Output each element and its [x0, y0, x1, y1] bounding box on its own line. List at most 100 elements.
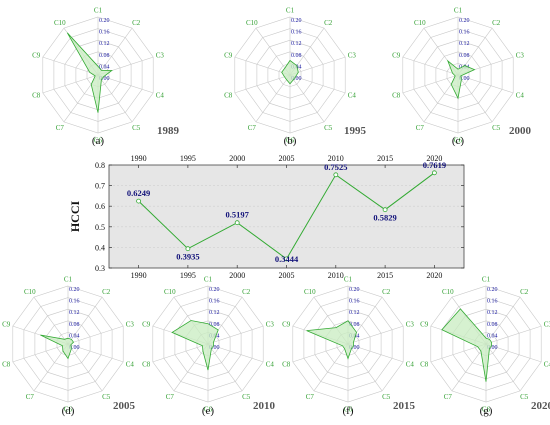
radar-axis-label: C10: [442, 288, 454, 296]
radar-tick-label: 0.04: [99, 64, 110, 70]
radar-year-label: 2005: [113, 400, 136, 412]
radar-axis-label: C5: [242, 393, 251, 401]
radar-axis-label: C3: [126, 320, 135, 328]
radar-year-label: 2010: [253, 400, 276, 412]
radar-axis-label: C8: [142, 361, 151, 369]
hcci-point: [382, 207, 388, 213]
radar-tick-label: 0.20: [349, 287, 360, 293]
radar-axis-label: C1: [344, 276, 353, 284]
radar-axis-label: C7: [416, 124, 425, 132]
radar-axis-label: C10: [414, 19, 426, 27]
radar-axis-label: C9: [2, 320, 11, 328]
radar-tick-label: 0.20: [487, 287, 498, 293]
x-tick-label-top: 1995: [180, 154, 196, 163]
radar-axis-label: C2: [242, 288, 251, 296]
radar-axis-label: C8: [392, 92, 401, 100]
radar-spoke: [173, 343, 209, 392]
radar-axis-label: C3: [406, 320, 415, 328]
radar-axis-label: C4: [126, 361, 135, 369]
radar-spoke: [451, 343, 487, 392]
radar-axis-label: C4: [266, 361, 275, 369]
radar-spoke: [33, 343, 69, 392]
radar-tick-label: 0.12: [487, 310, 498, 316]
y-tick-label: 0.5: [95, 223, 105, 232]
radar-tick-label: 0.12: [459, 41, 470, 47]
radar-tick-label: 0.08: [209, 322, 220, 328]
radar-tick-label: 0.12: [349, 310, 360, 316]
radar-tick-label: 0.08: [349, 322, 360, 328]
radar-axis-label: C1: [286, 7, 295, 15]
radar-spoke: [207, 343, 264, 363]
radar-axis-label: C3: [348, 51, 357, 59]
radar-spoke: [289, 56, 346, 76]
radar-spoke: [289, 74, 346, 94]
hcci-point: [284, 256, 289, 262]
radar-tick-label: 0.12: [209, 310, 220, 316]
x-tick-label-top: 2005: [279, 154, 295, 163]
radar-axis-label: C9: [392, 51, 401, 59]
radar-axis-label: C9: [282, 320, 291, 328]
radar-tick-label: 0.20: [291, 18, 302, 24]
radar-spoke: [67, 343, 124, 363]
radar-spoke: [347, 325, 404, 345]
radar-axis-label: C2: [382, 288, 391, 296]
radar-axis-label: C2: [132, 19, 141, 27]
radar-tick-label: 0.00: [69, 345, 80, 351]
y-tick-label: 0.8: [95, 161, 105, 170]
radar-axis-label: C5: [492, 124, 501, 132]
radar-spoke: [97, 74, 133, 123]
radar-tick-label: 0.12: [291, 41, 302, 47]
hcci-value-label: 0.3935: [176, 252, 199, 262]
radar-tick-label: 0.00: [291, 76, 302, 82]
radar-axis-label: C2: [102, 288, 111, 296]
radar-axis-label: C9: [32, 51, 41, 59]
radar-axis-label: C7: [248, 124, 257, 132]
radar-spoke: [234, 74, 291, 94]
radar-spoke: [67, 325, 124, 345]
radar-axis-label: C2: [324, 19, 333, 27]
radar-axis-label: C7: [306, 393, 315, 401]
radar-axis-label: C3: [266, 320, 275, 328]
radar-spoke: [255, 27, 291, 76]
radar-axis-label: C4: [544, 361, 550, 369]
radar-spoke: [402, 56, 459, 76]
hcci-value-label: 0.5829: [373, 213, 396, 223]
radar-year-label: 2020: [531, 400, 550, 412]
radar-tick-label: 0.00: [209, 345, 220, 351]
radar-data-polygon: [40, 334, 75, 360]
panel-label: (e): [202, 405, 215, 417]
radar-tick-label: 0.04: [487, 333, 498, 339]
radar-data-polygon: [171, 320, 219, 371]
radar-spoke: [313, 343, 349, 392]
hcci-point: [234, 220, 240, 226]
radar-tick-label: 0.12: [69, 310, 80, 316]
radar-data-polygon: [281, 59, 299, 85]
radar-axis-label: C3: [516, 51, 525, 59]
radar-axis-label: C6: [454, 137, 463, 145]
radar-chart-2015: C1 C2 C3 C4 C5 C6 C7 C8 C9 C10 0.20 0.16 0.12 0.08 0.0…: [282, 276, 415, 418]
radar-axis-label: C10: [24, 288, 36, 296]
panel-label: (b): [284, 135, 297, 147]
radar-axis-label: C8: [2, 361, 11, 369]
radar-axis-label: C2: [492, 19, 501, 27]
radar-spoke: [347, 343, 404, 363]
radar-year-label: 1995: [344, 125, 367, 137]
radar-axis-label: C4: [156, 92, 165, 100]
radar-chart-2000: C1 C2 C3 C4 C5 C6 C7 C8 C9 C10 0.20 0.16 0.12 0.08 0.0…: [392, 7, 531, 148]
radar-axis-label: C1: [482, 276, 491, 284]
radar-spoke: [485, 343, 542, 363]
radar-axis-label: C6: [482, 406, 491, 414]
x-tick-label-top: 1990: [131, 154, 147, 163]
radar-spoke: [430, 343, 487, 363]
radar-tick-label: 0.00: [487, 345, 498, 351]
radar-tick-label: 0.00: [99, 76, 110, 82]
radar-data-polygon: [306, 320, 357, 360]
x-tick-label-top: 2000: [229, 154, 245, 163]
radar-spoke: [289, 74, 325, 123]
panel-label: (g): [480, 405, 493, 417]
radar-spoke: [402, 74, 459, 94]
plot-area: [108, 164, 465, 269]
hcci-point: [185, 246, 191, 252]
radar-spoke: [97, 74, 154, 94]
radar-spoke: [152, 343, 209, 363]
